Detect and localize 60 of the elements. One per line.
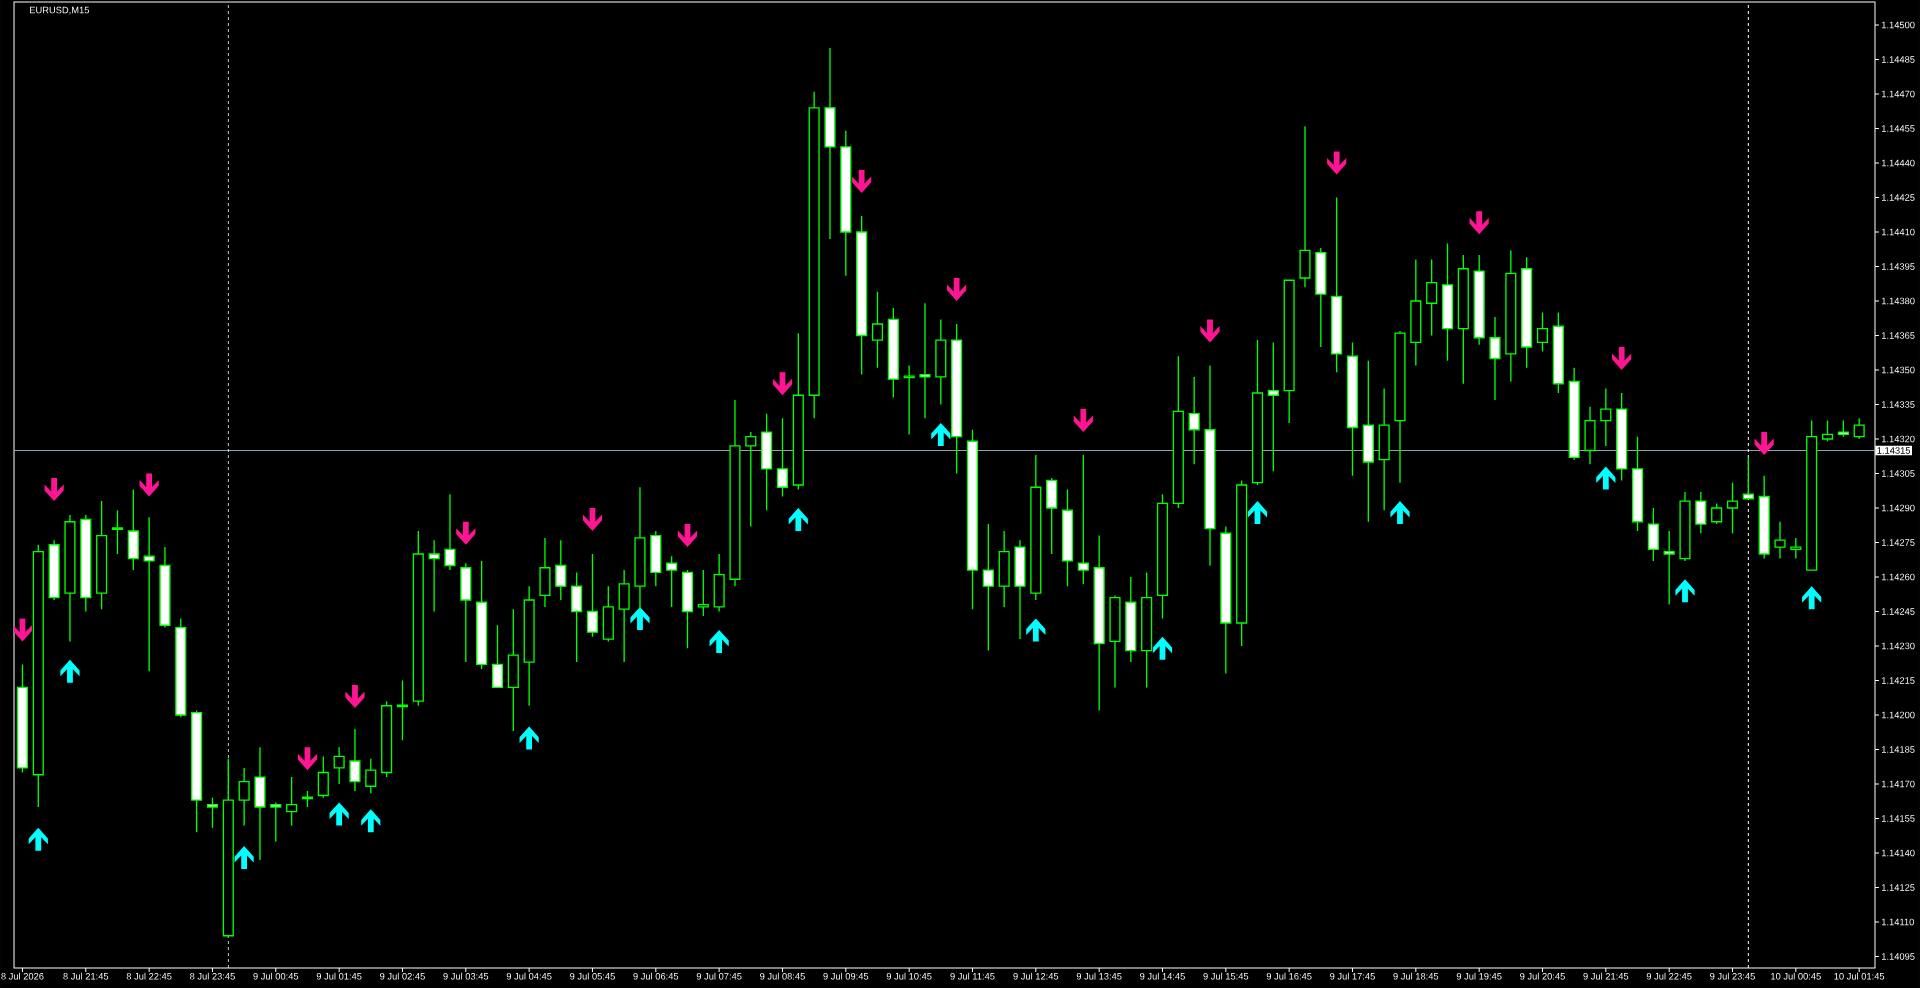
x-tick-label: 9 Jul 08:45	[760, 972, 805, 980]
x-tick-label: 9 Jul 16:45	[1266, 972, 1312, 980]
y-tick-label: 1.14470	[1881, 90, 1915, 98]
x-tick-label: 9 Jul 10:45	[886, 972, 932, 980]
y-tick-label: 1.14185	[1881, 746, 1915, 753]
y-tick-label: 1.14155	[1881, 815, 1915, 822]
y-tick-label: 1.14485	[1881, 56, 1915, 63]
y-tick-label: 1.14230	[1881, 642, 1915, 650]
x-tick-label: 9 Jul 04:45	[506, 972, 552, 980]
y-tick-label: 1.14125	[1881, 884, 1915, 891]
x-tick-label: 9 Jul 21:45	[1583, 972, 1629, 980]
x-tick-label: 9 Jul 03:45	[443, 972, 489, 980]
y-tick-label: 1.14170	[1881, 780, 1915, 788]
x-tick-label: 9 Jul 13:45	[1076, 972, 1122, 980]
x-tick-label: 8 Jul 22:45	[126, 972, 172, 980]
chart-title: EURUSD,M15	[30, 6, 90, 15]
x-tick-label: 9 Jul 05:45	[570, 972, 615, 980]
x-tick-label: 9 Jul 09:45	[823, 972, 869, 980]
y-tick-label: 1.14305	[1881, 470, 1915, 477]
ref-line-label: 1.14315	[1877, 447, 1911, 454]
x-tick-label: 8 Jul 23:45	[190, 972, 235, 980]
y-tick-label: 1.14395	[1881, 263, 1915, 270]
y-tick-label: 1.14320	[1881, 435, 1915, 443]
y-tick-label: 1.14290	[1881, 504, 1915, 512]
x-tick-label: 9 Jul 17:45	[1330, 972, 1375, 980]
y-tick-label: 1.14140	[1881, 849, 1915, 857]
x-tick-label: 9 Jul 19:45	[1456, 972, 1502, 980]
x-tick-label: 9 Jul 14:45	[1140, 972, 1185, 980]
y-tick-label: 1.14365	[1881, 332, 1915, 339]
y-tick-label: 1.14200	[1881, 711, 1915, 719]
x-tick-label: 8 Jul 2026	[1, 972, 44, 980]
y-tick-label: 1.14095	[1881, 953, 1915, 960]
y-tick-label: 1.14380	[1881, 297, 1915, 305]
y-tick-label: 1.14245	[1881, 608, 1915, 615]
x-tick-label: 10 Jul 00:45	[1771, 972, 1821, 980]
y-tick-label: 1.14500	[1881, 21, 1915, 29]
x-tick-label: 9 Jul 18:45	[1393, 972, 1439, 980]
y-tick-label: 1.14110	[1881, 918, 1914, 926]
y-tick-label: 1.14440	[1881, 159, 1915, 167]
y-tick-label: 1.14425	[1881, 194, 1915, 201]
y-tick-label: 1.14260	[1881, 573, 1915, 581]
x-tick-label: 9 Jul 06:45	[633, 972, 679, 980]
x-tick-label: 10 Jul 01:45	[1834, 972, 1885, 980]
y-tick-label: 1.14275	[1881, 539, 1915, 546]
y-tick-label: 1.14350	[1881, 366, 1915, 374]
y-tick-label: 1.14215	[1881, 677, 1915, 684]
x-tick-label: 9 Jul 02:45	[380, 972, 425, 980]
x-tick-label: 9 Jul 01:45	[316, 972, 362, 980]
x-tick-label: 9 Jul 15:45	[1203, 972, 1249, 980]
x-tick-label: 9 Jul 22:45	[1646, 972, 1692, 980]
x-tick-label: 9 Jul 00:45	[253, 972, 299, 980]
y-tick-label: 1.14455	[1881, 125, 1915, 132]
y-tick-label: 1.14410	[1881, 228, 1915, 236]
y-tick-label: 1.14335	[1881, 401, 1915, 408]
x-tick-label: 9 Jul 23:45	[1710, 972, 1755, 980]
x-tick-label: 8 Jul 21:45	[63, 972, 109, 980]
x-tick-label: 9 Jul 20:45	[1520, 972, 1565, 980]
x-tick-label: 9 Jul 11:45	[950, 972, 995, 980]
x-tick-label: 9 Jul 07:45	[696, 972, 742, 980]
x-tick-label: 9 Jul 12:45	[1013, 972, 1059, 980]
